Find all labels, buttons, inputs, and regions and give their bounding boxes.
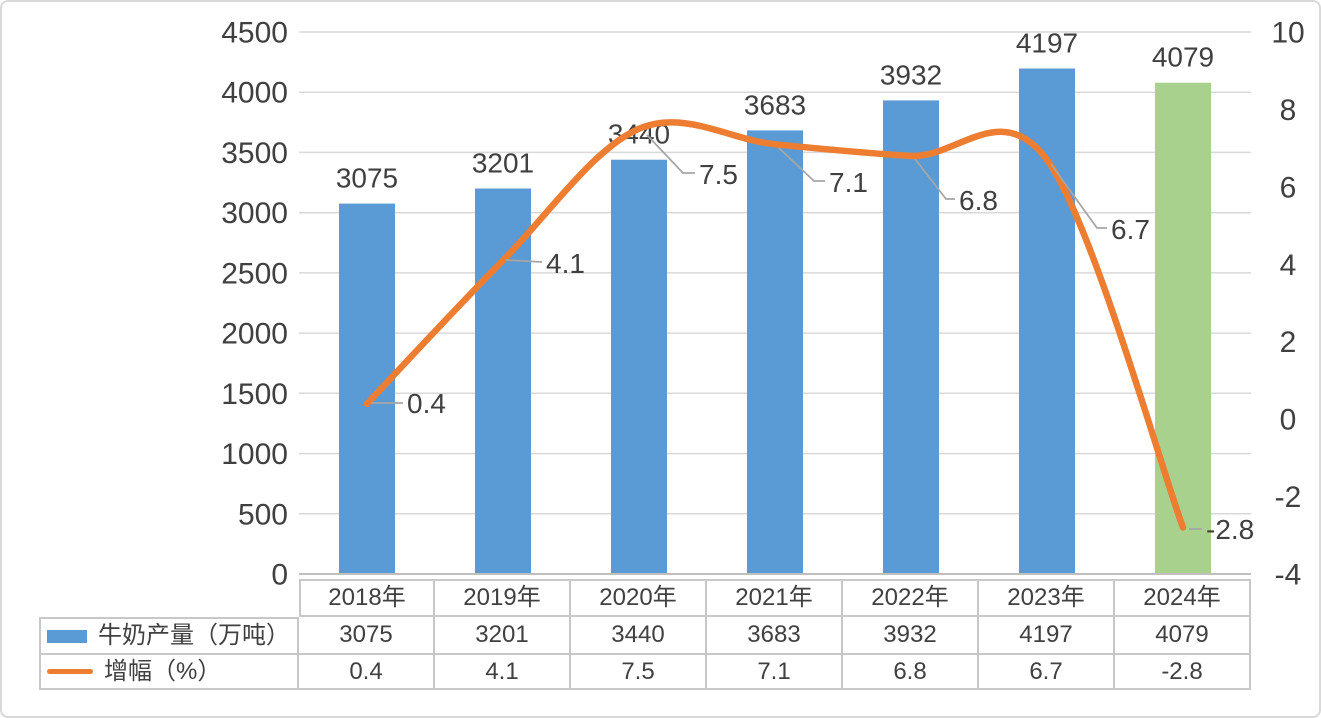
svg-text:1000: 1000 xyxy=(221,438,288,471)
svg-text:4079: 4079 xyxy=(1152,42,1214,73)
growth-value-cell: 0.4 xyxy=(299,655,435,690)
growth-value-cell: 6.7 xyxy=(979,655,1115,690)
bar-2021年 xyxy=(747,130,803,574)
year-header: 2020年 xyxy=(571,579,707,617)
svg-text:8: 8 xyxy=(1280,94,1297,127)
legend-growth-label: 增幅（%） xyxy=(104,657,222,685)
bar-2020年 xyxy=(611,159,667,574)
svg-text:500: 500 xyxy=(238,498,288,531)
svg-text:3201: 3201 xyxy=(472,148,534,179)
milk-value-cell: 3075 xyxy=(299,617,435,655)
year-header: 2023年 xyxy=(979,579,1115,617)
growth-value-cell: -2.8 xyxy=(1115,655,1251,690)
svg-text:4197: 4197 xyxy=(1016,28,1078,59)
bar-2024年 xyxy=(1155,82,1211,574)
year-header: 2021年 xyxy=(707,579,843,617)
milk-value-cell: 3683 xyxy=(707,617,843,655)
svg-text:6: 6 xyxy=(1280,171,1297,204)
svg-text:0: 0 xyxy=(271,559,288,592)
legend-milk-label: 牛奶产量（万吨） xyxy=(98,622,290,649)
svg-text:2: 2 xyxy=(1280,326,1297,359)
legend-growth-rate: 增幅（%） xyxy=(39,655,299,690)
growth-value-cell: 4.1 xyxy=(435,655,571,690)
growth-value-cell: 6.8 xyxy=(843,655,979,690)
year-header: 2024年 xyxy=(1115,579,1251,617)
chart-data-table: 2018年 2019年 2020年 2021年 2022年 2023年 2024… xyxy=(39,579,1251,690)
growth-value-cell: 7.5 xyxy=(571,655,707,690)
svg-text:0.4: 0.4 xyxy=(407,388,446,419)
milk-value-cell: 4197 xyxy=(979,617,1115,655)
svg-text:4.1: 4.1 xyxy=(546,248,585,279)
line-series-swatch xyxy=(47,669,93,674)
svg-text:3075: 3075 xyxy=(336,163,398,194)
svg-text:7.1: 7.1 xyxy=(829,167,868,198)
milk-value-cell: 3201 xyxy=(435,617,571,655)
year-header: 2022年 xyxy=(843,579,979,617)
bar-2018年 xyxy=(339,203,395,574)
growth-value-cell: 7.1 xyxy=(707,655,843,690)
bar-series-swatch xyxy=(47,629,87,643)
svg-text:-4: -4 xyxy=(1275,559,1302,592)
growth-rate-line xyxy=(363,119,1187,531)
bar-2022年 xyxy=(883,100,939,575)
table-corner-spacer xyxy=(39,579,299,617)
svg-text:10: 10 xyxy=(1271,17,1304,50)
legend-milk-production: 牛奶产量（万吨） xyxy=(39,617,299,655)
svg-text:4: 4 xyxy=(1280,249,1297,282)
svg-text:4000: 4000 xyxy=(221,77,288,110)
svg-text:1500: 1500 xyxy=(221,378,288,411)
svg-text:6.8: 6.8 xyxy=(959,185,998,216)
bar-2023年 xyxy=(1019,68,1075,574)
svg-text:0: 0 xyxy=(1280,404,1297,437)
svg-text:2000: 2000 xyxy=(221,318,288,351)
svg-text:3932: 3932 xyxy=(880,59,942,90)
svg-text:7.5: 7.5 xyxy=(699,159,738,190)
bar-2019年 xyxy=(475,188,531,574)
svg-text:2500: 2500 xyxy=(221,257,288,290)
year-header: 2019年 xyxy=(435,579,571,617)
svg-text:3500: 3500 xyxy=(221,137,288,170)
milk-value-cell: 3932 xyxy=(843,617,979,655)
svg-text:3000: 3000 xyxy=(221,197,288,230)
svg-text:-2: -2 xyxy=(1275,481,1302,514)
svg-text:4500: 4500 xyxy=(221,17,288,50)
milk-value-cell: 4079 xyxy=(1115,617,1251,655)
year-header: 2018年 xyxy=(299,579,435,617)
svg-text:-2.8: -2.8 xyxy=(1206,514,1254,545)
svg-text:6.7: 6.7 xyxy=(1111,214,1150,245)
milk-value-cell: 3440 xyxy=(571,617,707,655)
svg-text:3683: 3683 xyxy=(744,89,806,120)
